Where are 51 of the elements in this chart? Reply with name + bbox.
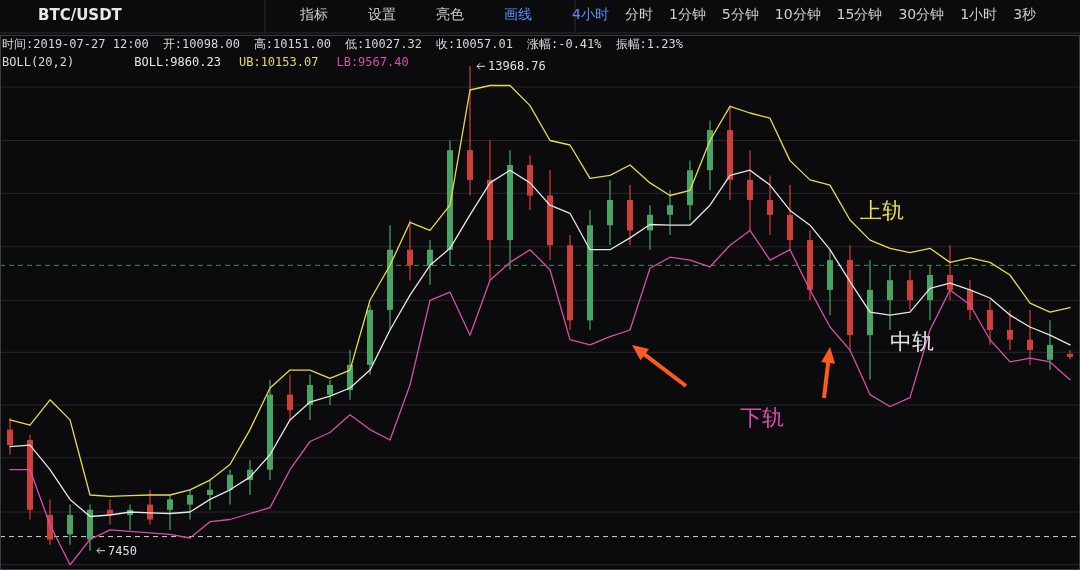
candlestick [907,269,913,311]
annotation: UB:10153.07 [238,55,319,69]
text: 30分钟 [898,6,945,22]
text: 3秒 [1013,6,1037,22]
candlestick [227,469,233,506]
candlestick [427,239,433,286]
text: 亮色 [436,6,464,22]
candlestick [187,489,193,521]
candlestick [667,189,673,236]
candlestick [327,379,333,406]
candlestick [287,373,293,421]
annotation: 时间:2019-07-27 12:00 [2,37,149,51]
text: 1小时 [960,6,998,22]
annotation: 开:10098.00 [162,37,240,51]
text: 设置 [368,6,396,22]
text: 5分钟 [721,6,759,22]
text: 指标 [299,6,328,22]
candlestick [67,504,73,546]
candlestick [1007,309,1013,351]
candlestick [767,174,773,236]
candlestick [1067,349,1073,360]
chart-title: BTC/USDT [38,6,123,24]
annotation: BOLL:9860.23 [134,55,221,69]
text: 下轨 [740,405,784,431]
candlestick [207,479,213,511]
annotation: 振幅:1.23% [615,37,684,51]
candlestick [1047,319,1053,371]
text: 4小时 [572,6,609,22]
text: 分时 [624,6,653,22]
text: BOLL(20,2) [2,55,75,69]
text: 15分钟 [836,6,883,22]
candlestick [987,299,993,346]
annotation: 收:10057.01 [435,37,513,51]
candlestick [7,417,13,456]
series-label: 上轨 [860,198,904,224]
annotation: 高:10151.00 [253,37,331,51]
annotation: LB:9567.40 [336,55,409,69]
annotation: 涨幅:-0.41% [526,37,603,51]
text: 10分钟 [774,6,821,22]
candlestick [887,264,893,331]
candlestick [407,219,413,281]
text: 1分钟 [668,6,706,22]
candlestick [947,244,953,301]
annotation: 低:10027.32 [344,37,422,51]
annotation: 7450 [108,543,137,558]
annotation: 13968.76 [488,59,546,74]
candlestick [1027,309,1033,366]
text: 画线 [504,6,532,22]
candlestick [167,494,173,531]
candlestick [747,149,753,232]
candlestick [307,373,313,421]
